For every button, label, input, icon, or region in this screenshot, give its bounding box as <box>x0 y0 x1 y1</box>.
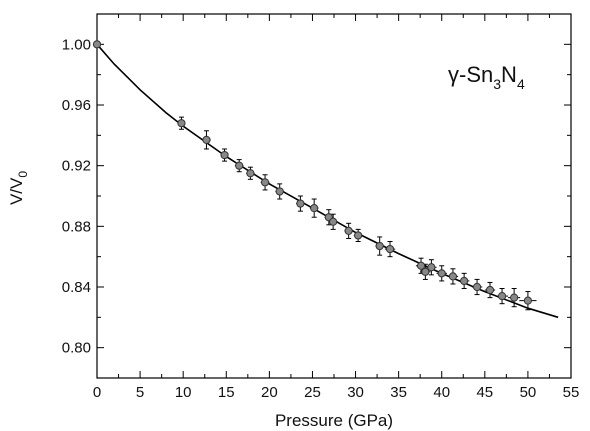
annotation-part-2: N <box>501 62 517 87</box>
data-point <box>220 150 229 160</box>
y-tick-label: 0.84 <box>62 279 91 296</box>
data-point <box>235 161 244 170</box>
y-axis-title-main: V/V <box>7 177 26 205</box>
data-point <box>202 135 211 144</box>
y-axis-tick-labels: 0.80 0.84 0.88 0.92 0.96 1.00 <box>62 36 91 356</box>
x-tick-label: 25 <box>304 384 321 401</box>
data-point <box>329 217 338 226</box>
data-point <box>437 269 446 278</box>
annotation-part-1: 3 <box>493 76 501 92</box>
x-tick-label: 35 <box>390 384 407 401</box>
data-point <box>177 119 186 128</box>
data-point <box>421 267 430 276</box>
plot-frame <box>96 13 572 379</box>
x-axis-title: Pressure (GPa) <box>275 411 393 430</box>
y-axis-title-sub: 0 <box>16 171 30 178</box>
y-tick-label: 0.88 <box>62 218 91 235</box>
y-tick-label: 1.00 <box>62 36 91 53</box>
x-tick-label: 10 <box>175 384 192 401</box>
annotation-part-0: γ-Sn <box>448 62 493 87</box>
x-tick-label: 0 <box>93 384 101 401</box>
data-point <box>260 178 270 187</box>
data-point <box>354 231 363 240</box>
data-point <box>523 296 533 305</box>
x-tick-label: 40 <box>433 384 450 401</box>
x-tick-label: 20 <box>261 384 278 401</box>
x-tick-label: 15 <box>218 384 235 401</box>
x-axis-tick-labels: 0 5 10 15 20 25 30 35 40 45 50 55 <box>93 384 580 401</box>
data-point <box>92 40 102 49</box>
y-tick-label: 0.80 <box>62 340 91 357</box>
data-point <box>275 187 284 196</box>
data-point <box>510 293 519 302</box>
x-axis-ticks <box>96 14 572 378</box>
y-axis-ticks <box>97 13 571 379</box>
x-tick-label: 55 <box>563 384 580 401</box>
plot-border <box>96 13 572 379</box>
data-point <box>385 244 395 254</box>
data-point <box>246 169 255 178</box>
data-point <box>472 282 482 292</box>
data-point <box>448 272 458 281</box>
data-point <box>296 199 305 208</box>
y-tick-label: 0.92 <box>62 158 91 175</box>
error-bars-group <box>178 116 537 311</box>
data-point <box>310 204 319 213</box>
annotation-part-3: 4 <box>517 76 525 92</box>
y-axis-title: V/V0 <box>7 171 30 205</box>
data-point <box>344 226 353 235</box>
y-tick-label: 0.96 <box>62 97 91 114</box>
x-tick-label: 45 <box>476 384 493 401</box>
data-point <box>485 285 495 295</box>
data-point <box>497 292 507 301</box>
compound-annotation: γ-Sn3N4 <box>448 62 525 92</box>
data-points-group <box>92 40 533 305</box>
data-point <box>427 263 436 272</box>
x-tick-label: 30 <box>347 384 364 401</box>
data-point <box>460 276 469 286</box>
x-tick-label: 50 <box>520 384 537 401</box>
data-point <box>416 261 426 270</box>
x-tick-label: 5 <box>136 384 144 401</box>
data-point <box>375 241 384 251</box>
